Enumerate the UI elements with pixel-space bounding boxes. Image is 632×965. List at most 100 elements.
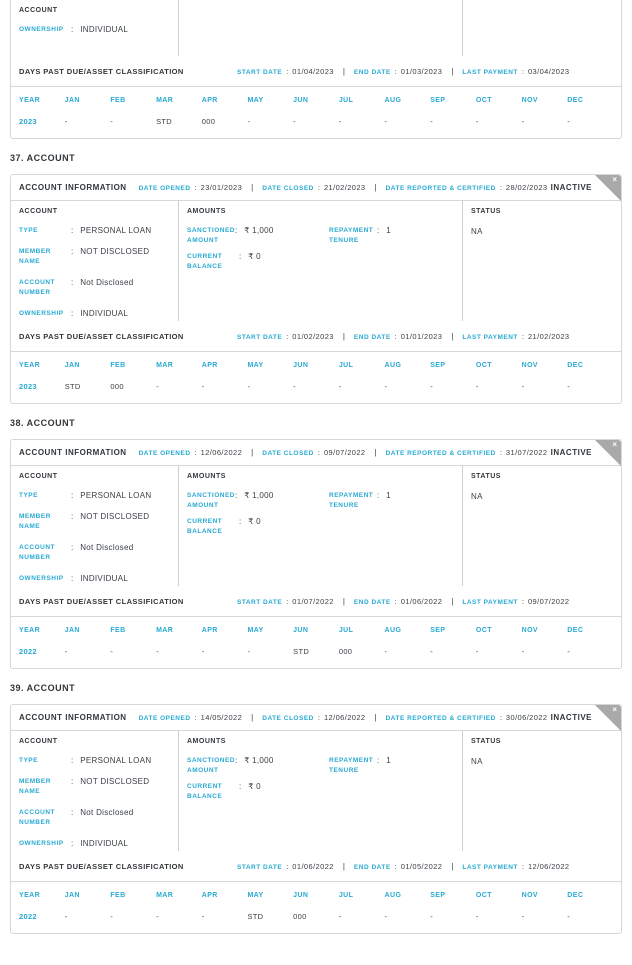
date-closed-label: DATE CLOSED [262,450,314,457]
month-column-header: NOV [521,97,538,104]
colon [377,226,379,246]
month-value: - [338,382,342,391]
separator [251,183,253,192]
separator [375,713,377,722]
last-payment-value: 12/06/2022 [527,861,570,871]
month-column-header: DEC [567,892,584,899]
amounts-row: SANCTIONED AMOUNT ₹ 1,000 REPAYMENT TENUR… [187,480,454,511]
repayment-tenure-value: 1 [386,491,391,500]
month-column-header: OCT [475,892,492,899]
colon [395,862,397,871]
dpd-grid-row: 2022 - - - - STD 000 - - - - - - [19,912,613,933]
account-card-header: ACCOUNT INFORMATION DATE OPENED 14/05/202… [11,705,621,731]
month-value: - [567,647,571,656]
ownership-value: INDIVIDUAL [80,25,129,34]
month-column-header: MAR [156,362,174,369]
year-value: 2022 [19,912,37,921]
month-column-header: APR [201,892,218,899]
month-column-header: AUG [384,627,402,634]
account-column-header: ACCOUNT [19,7,58,14]
amounts-column-header: AMOUNTS [187,473,226,480]
end-date-value: 01/05/2022 [400,861,443,871]
colon [286,67,288,76]
dpd-grid: YEAR JAN FEB MAR APR MAY JUN JUL AUG SEP OCT NOV DE… [11,882,621,933]
colon [71,777,73,797]
dpd-section: DAYS PAST DUE/ASSET CLASSIFICATION START… [11,56,621,87]
inactive-status-badge: INACTIVE [550,183,592,192]
type-label: TYPE [19,227,38,234]
start-date-label: START DATE [237,333,283,341]
month-column-header: MAY [247,362,264,369]
month-column-header: DEC [567,97,584,104]
account-column: ACCOUNT OWNERSHIP INDIVIDUAL [11,0,179,56]
colon [239,782,241,802]
colon [500,713,502,722]
account-card: ACCOUNT INFORMATION DATE OPENED 14/05/202… [10,704,622,934]
month-value: - [521,117,525,126]
account-section-heading: 39. ACCOUNT [10,683,76,693]
last-payment-label: LAST PAYMENT [462,598,518,606]
account-number-value: Not Disclosed [80,278,134,288]
colon [522,862,524,871]
month-value: STD [156,117,172,126]
year-value: 2023 [19,117,37,126]
repayment-tenure-value: 1 [386,226,391,235]
month-value: - [247,382,251,391]
month-value: - [247,647,251,656]
last-payment-label: LAST PAYMENT [462,68,518,76]
month-value: - [475,117,479,126]
account-number-label: ACCOUNT NUMBER [19,809,55,827]
account-card-header: ACCOUNT INFORMATION DATE OPENED 23/01/202… [11,175,621,201]
colon [377,756,379,776]
status-column-header: STATUS [471,473,501,480]
end-date-field: END DATE 01/01/2023 [354,332,442,341]
colon [195,183,197,192]
start-date-field: START DATE 01/04/2023 [237,67,334,76]
end-date-label: END DATE [353,598,391,606]
separator [375,448,377,457]
colon [377,491,379,511]
close-icon: × [612,440,617,449]
month-value: 000 [201,117,216,126]
month-column-header: JUL [338,362,354,369]
start-date-field: START DATE 01/07/2022 [237,597,334,606]
colon [395,597,397,606]
ownership-label: OWNERSHIP [19,310,64,318]
month-value: - [384,382,388,391]
date-reported-value: 28/02/2023 [505,183,548,192]
month-column-header: MAR [156,97,174,104]
type-value: PERSONAL LOAN [80,491,152,500]
colon [71,574,73,584]
month-column-header: JUN [293,892,309,899]
dpd-grid-row: 2023 - - STD 000 - - - - - - - - [19,117,613,138]
account-number-label: ACCOUNT NUMBER [19,279,55,297]
type-value: PERSONAL LOAN [80,756,152,765]
start-date-value: 01/02/2023 [292,331,334,341]
date-opened-field: DATE OPENED 12/06/2022 [139,448,243,457]
month-value: - [567,912,571,921]
end-date-value: 01/03/2023 [400,66,443,76]
account-information-title: ACCOUNT INFORMATION [19,183,127,192]
end-date-label: END DATE [353,863,391,871]
type-field: TYPE PERSONAL LOAN [19,491,170,501]
credit-report-page: ACCOUNT OWNERSHIP INDIVIDUAL DAYS PAST DU… [0,0,632,934]
year-column-header: YEAR [19,627,41,634]
month-value: - [384,912,388,921]
date-closed-label: DATE CLOSED [262,185,314,192]
separator [451,67,453,76]
month-value: - [430,382,434,391]
month-value: - [521,382,525,391]
accounts-list: 37. ACCOUNT ACCOUNT INFORMATION DATE OPE… [10,153,622,934]
month-value: - [64,647,68,656]
month-column-header: JUL [338,892,354,899]
end-date-field: END DATE 01/05/2022 [354,862,442,871]
month-value: - [110,117,114,126]
month-column-header: JAN [64,97,80,104]
start-date-value: 01/07/2022 [292,596,334,606]
current-balance-label: CURRENT BALANCE [187,518,223,536]
end-date-label: END DATE [353,68,391,76]
month-value: STD [64,382,81,391]
account-number-field: ACCOUNT NUMBER Not Disclosed [19,278,170,298]
amounts-column [179,0,463,56]
dpd-title: DAYS PAST DUE/ASSET CLASSIFICATION [19,66,184,76]
